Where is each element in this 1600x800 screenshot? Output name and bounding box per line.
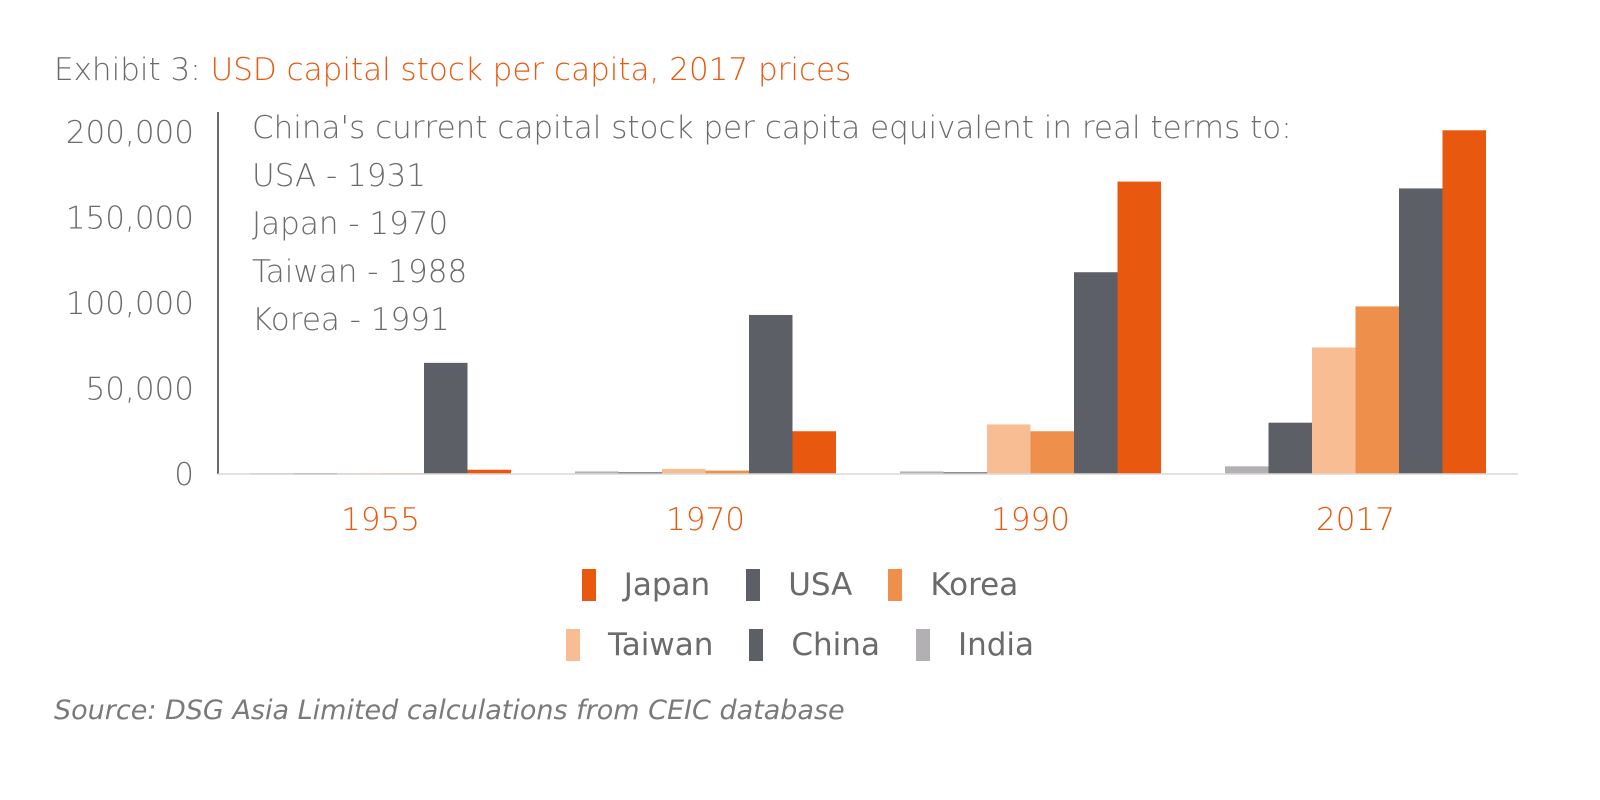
bar-japan-2017 <box>1442 130 1486 475</box>
bar-taiwan-1970 <box>662 468 706 474</box>
x-axis: 1955 1970 1990 2017 <box>218 473 1518 538</box>
bar-japan-1955 <box>467 469 511 474</box>
legend-item-usa: USA <box>746 567 852 603</box>
annotation-line: Japan - 1970 <box>252 206 448 242</box>
x-category-label: 1990 <box>991 502 1070 538</box>
source-note: Source: DSG Asia Limited calculations fr… <box>54 695 845 726</box>
x-category-label: 1970 <box>666 502 745 538</box>
bar-china-2017 <box>1268 422 1312 474</box>
x-category-label: 1955 <box>341 502 420 538</box>
legend-label: Korea <box>930 567 1019 603</box>
title-prefix: Exhibit 3: <box>54 52 211 88</box>
bar-japan-1990 <box>1117 181 1161 474</box>
legend-label: Taiwan <box>607 627 714 663</box>
y-tick-label: 150,000 <box>66 201 194 237</box>
legend-swatch <box>565 629 580 661</box>
y-tick-label: 200,000 <box>66 115 194 151</box>
legend-swatch <box>581 569 596 601</box>
legend-item-taiwan: Taiwan <box>565 627 714 663</box>
chart-title: Exhibit 3: USD capital stock per capita,… <box>54 52 851 88</box>
y-axis: 0 50,000 100,000 150,000 200,000 <box>66 112 219 493</box>
bar-korea-1970 <box>705 470 749 474</box>
legend-swatch <box>888 569 903 601</box>
annotation-line: Taiwan - 1988 <box>252 254 467 290</box>
legend-swatch <box>915 629 930 661</box>
title-main: USD capital stock per capita, 2017 price… <box>210 52 852 88</box>
bar-korea-2017 <box>1355 306 1399 474</box>
legend-label: Japan <box>623 567 711 603</box>
annotation-line: USA - 1931 <box>252 158 426 194</box>
legend-label: China <box>791 627 880 663</box>
bar-taiwan-2017 <box>1312 347 1356 474</box>
legend-swatch <box>749 629 764 661</box>
legend-row-1: Japan USA Korea <box>0 567 1600 603</box>
y-tick-label: 100,000 <box>66 286 194 322</box>
bar-korea-1990 <box>1030 431 1074 474</box>
legend-item-korea: Korea <box>888 567 1018 603</box>
legend-item-india: India <box>915 627 1035 663</box>
x-category-label: 2017 <box>1316 502 1395 538</box>
bar-japan-1970 <box>792 431 836 474</box>
y-tick-label: 0 <box>174 457 194 493</box>
bar-usa-2017 <box>1399 188 1443 474</box>
y-tick-label: 50,000 <box>86 372 194 408</box>
bar-india-1990 <box>900 471 944 474</box>
legend-item-japan: Japan <box>581 567 711 603</box>
legend-label: USA <box>788 567 853 603</box>
bar-india-1970 <box>575 471 619 474</box>
bar-china-1970 <box>618 472 662 474</box>
bar-usa-1990 <box>1074 272 1118 474</box>
legend-row-2: Taiwan China India <box>0 627 1600 663</box>
legend-item-china: China <box>749 627 880 663</box>
bar-taiwan-1990 <box>987 424 1031 474</box>
bar-usa-1955 <box>424 362 468 474</box>
bar-china-1990 <box>943 472 987 474</box>
bar-india-2017 <box>1225 466 1269 474</box>
legend-label: India <box>957 627 1035 663</box>
annotation-line: China's current capital stock per capita… <box>252 110 1292 146</box>
legend-swatch <box>746 569 761 601</box>
annotation-line: Korea - 1991 <box>252 302 450 338</box>
bar-usa-1970 <box>749 314 793 474</box>
annotation: China's current capital stock per capita… <box>252 110 1292 338</box>
